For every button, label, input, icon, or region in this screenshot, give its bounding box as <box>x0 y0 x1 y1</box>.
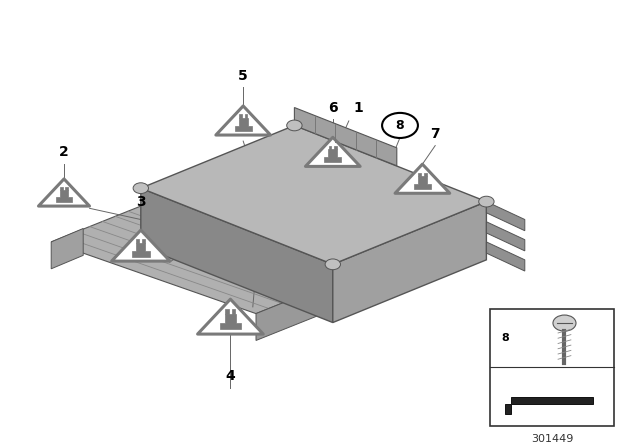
Bar <box>490 309 614 426</box>
Text: 4: 4 <box>225 369 236 383</box>
Polygon shape <box>220 314 241 329</box>
Polygon shape <box>419 172 421 177</box>
Polygon shape <box>141 188 333 323</box>
Polygon shape <box>414 177 431 189</box>
Polygon shape <box>395 164 450 193</box>
Polygon shape <box>132 243 150 257</box>
Polygon shape <box>232 309 236 314</box>
Polygon shape <box>225 309 228 314</box>
Polygon shape <box>198 299 263 334</box>
Polygon shape <box>305 137 360 166</box>
Polygon shape <box>56 190 72 202</box>
Polygon shape <box>486 202 525 231</box>
Polygon shape <box>324 150 341 162</box>
Polygon shape <box>136 239 140 243</box>
Text: 301449: 301449 <box>531 434 573 444</box>
Circle shape <box>133 183 148 194</box>
Text: 8: 8 <box>396 119 404 132</box>
Polygon shape <box>65 187 68 190</box>
Text: 7: 7 <box>430 127 440 142</box>
Circle shape <box>553 315 576 331</box>
Text: 5: 5 <box>238 69 248 83</box>
Polygon shape <box>38 179 90 206</box>
Text: 1: 1 <box>353 100 364 115</box>
Polygon shape <box>244 114 247 118</box>
Text: 3: 3 <box>136 194 146 209</box>
Text: 8: 8 <box>501 333 509 343</box>
Polygon shape <box>216 106 271 135</box>
Polygon shape <box>486 242 525 271</box>
Polygon shape <box>235 118 252 131</box>
Polygon shape <box>141 125 486 264</box>
Circle shape <box>325 259 340 270</box>
Polygon shape <box>256 278 346 340</box>
Polygon shape <box>424 172 426 177</box>
Polygon shape <box>239 114 242 118</box>
Circle shape <box>479 196 494 207</box>
Circle shape <box>287 120 302 131</box>
Polygon shape <box>60 187 63 190</box>
Circle shape <box>382 113 418 138</box>
Polygon shape <box>51 206 346 314</box>
Polygon shape <box>505 404 511 414</box>
Polygon shape <box>333 202 486 323</box>
Text: 2: 2 <box>59 145 69 159</box>
Bar <box>511 397 593 404</box>
Text: 6: 6 <box>328 100 338 115</box>
Polygon shape <box>111 230 170 261</box>
Polygon shape <box>294 108 397 166</box>
Polygon shape <box>51 228 83 269</box>
Polygon shape <box>334 146 337 150</box>
Polygon shape <box>486 222 525 251</box>
Polygon shape <box>329 146 332 150</box>
Polygon shape <box>142 239 145 243</box>
